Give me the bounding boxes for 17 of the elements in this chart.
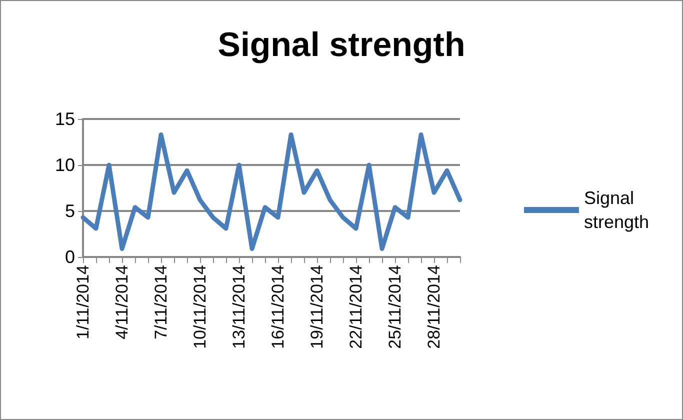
- y-tick-label: 15: [54, 109, 75, 129]
- x-tick-label: 7/11/2014: [152, 265, 170, 340]
- x-tick-label: 28/11/2014: [424, 265, 444, 349]
- y-tick-label: 0: [64, 247, 75, 267]
- x-tick-label: 22/11/2014: [346, 265, 366, 349]
- x-tick-label: 16/11/2014: [268, 265, 288, 349]
- x-tick-label: 13/11/2014: [230, 265, 248, 349]
- legend-label: Signal strength: [584, 188, 650, 232]
- x-tick-label: 25/11/2014: [386, 265, 404, 349]
- x-tick-label: 1/11/2014: [74, 265, 92, 340]
- x-tick-label: 19/11/2014: [308, 265, 326, 349]
- x-tick-label: 4/11/2014: [112, 265, 132, 340]
- y-tick-label: 5: [64, 201, 75, 221]
- x-tick-label: 10/11/2014: [190, 265, 210, 349]
- y-tick-label: 10: [54, 155, 75, 175]
- line-series: [80, 132, 462, 251]
- chart-title: Signal strength: [218, 26, 466, 64]
